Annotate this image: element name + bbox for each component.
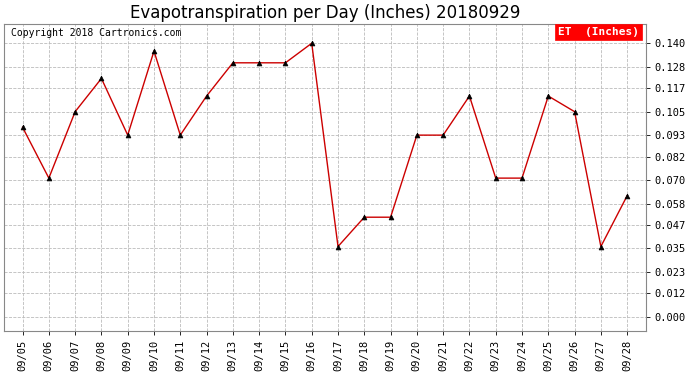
Title: Evapotranspiration per Day (Inches) 20180929: Evapotranspiration per Day (Inches) 2018…	[130, 4, 520, 22]
Text: ET  (Inches): ET (Inches)	[558, 27, 639, 37]
Text: Copyright 2018 Cartronics.com: Copyright 2018 Cartronics.com	[10, 28, 181, 38]
